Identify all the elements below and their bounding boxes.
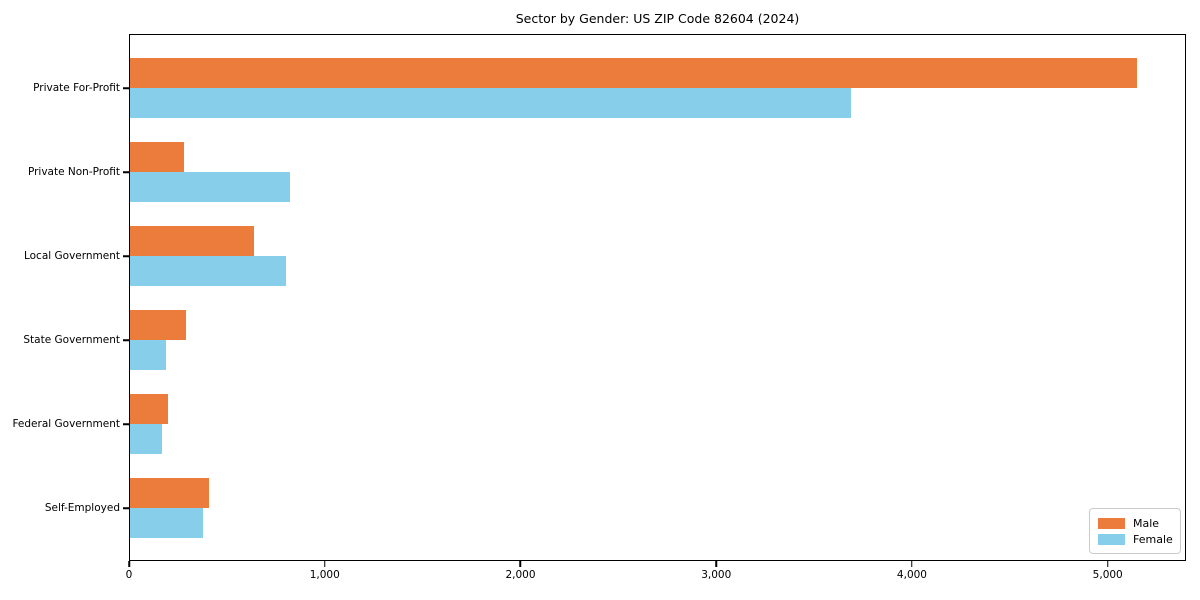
bar-male-4 [129,394,169,424]
y-axis-label: State Government [23,334,120,346]
bar-male-2 [129,226,255,256]
bar-male-0 [129,58,1138,88]
bar-female-2 [129,256,286,286]
y-axis-label: Private For-Profit [33,82,120,94]
legend-label-female: Female [1133,532,1173,546]
legend-swatch-female [1098,533,1125,545]
y-axis-label: Federal Government [12,418,120,430]
legend: Male Female [1089,508,1181,554]
y-axis-label: Private Non-Profit [27,166,120,178]
y-axis-tick [123,507,129,509]
x-axis-tick [128,561,130,567]
bar-male-1 [129,142,184,172]
x-axis-tick-label: 4,000 [896,569,927,581]
legend-swatch-male [1098,517,1125,529]
x-axis-tick [715,561,717,567]
x-axis-tick-label: 1,000 [309,569,340,581]
x-axis-tick [1106,561,1109,567]
chart-title: Sector by Gender: US ZIP Code 82604 (202… [515,11,800,26]
x-axis-tick [911,561,913,567]
x-axis-tick-label: 2,000 [505,569,536,581]
x-axis-tick-label: 0 [125,569,133,581]
bar-male-3 [129,310,186,340]
y-axis-label: Local Government [23,250,120,262]
y-axis-tick [123,87,129,89]
y-axis-tick [123,255,129,257]
legend-item-male: Male [1098,515,1172,531]
bar-female-4 [129,424,163,454]
y-axis-tick [123,339,129,341]
legend-item-female: Female [1098,531,1173,547]
y-axis-label: Self-Employed [44,502,120,514]
bar-female-0 [129,88,852,118]
legend-label-male: Male [1133,516,1160,530]
bar-male-5 [129,478,210,508]
y-axis-tick [123,171,129,173]
bar-female-1 [129,172,290,202]
x-axis-tick [323,561,326,567]
x-axis-tick [519,561,522,567]
bar-female-3 [129,340,167,370]
x-axis-tick-label: 3,000 [701,569,732,581]
bar-female-5 [129,508,204,538]
x-axis-tick-label: 5,000 [1092,569,1123,581]
y-axis-tick [123,423,129,425]
